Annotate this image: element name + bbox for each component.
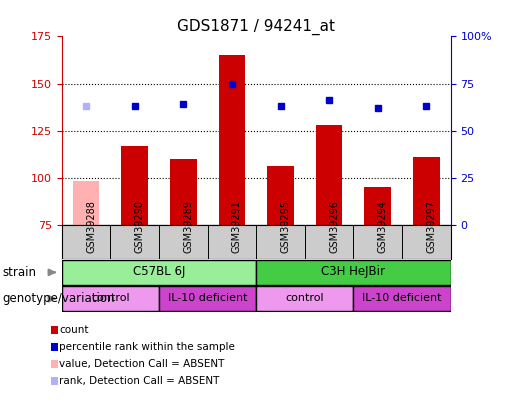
Text: C3H HeJBir: C3H HeJBir [321, 265, 385, 278]
Bar [364, 187, 391, 225]
Text: percentile rank within the sample: percentile rank within the sample [59, 342, 235, 352]
Text: GSM39296: GSM39296 [329, 200, 339, 253]
Text: GSM39290: GSM39290 [135, 200, 145, 253]
Bar [256, 260, 451, 285]
Text: GSM39289: GSM39289 [183, 200, 193, 253]
Bar [353, 286, 451, 311]
Text: GSM39291: GSM39291 [232, 200, 242, 253]
Bar [159, 286, 256, 311]
Text: C57BL 6J: C57BL 6J [133, 265, 185, 278]
Text: rank, Detection Call = ABSENT: rank, Detection Call = ABSENT [59, 376, 219, 386]
Text: control: control [91, 293, 130, 303]
Bar [62, 286, 159, 311]
Text: control: control [285, 293, 324, 303]
Text: GSM39288: GSM39288 [86, 200, 96, 253]
Bar [170, 159, 197, 225]
Text: strain: strain [3, 266, 37, 279]
Bar [62, 260, 256, 285]
Text: IL-10 deficient: IL-10 deficient [362, 293, 442, 303]
Bar [256, 286, 353, 311]
Bar [73, 181, 99, 225]
Text: GSM39295: GSM39295 [281, 200, 290, 253]
Text: count: count [59, 325, 89, 335]
Text: value, Detection Call = ABSENT: value, Detection Call = ABSENT [59, 359, 225, 369]
Bar [267, 166, 294, 225]
Text: IL-10 deficient: IL-10 deficient [168, 293, 247, 303]
Text: GSM39297: GSM39297 [426, 200, 436, 253]
Bar [218, 55, 245, 225]
Bar [413, 157, 440, 225]
Bar [316, 125, 342, 225]
Text: GSM39294: GSM39294 [377, 200, 388, 253]
Text: genotype/variation: genotype/variation [3, 292, 115, 305]
Title: GDS1871 / 94241_at: GDS1871 / 94241_at [177, 19, 335, 35]
Bar [122, 146, 148, 225]
